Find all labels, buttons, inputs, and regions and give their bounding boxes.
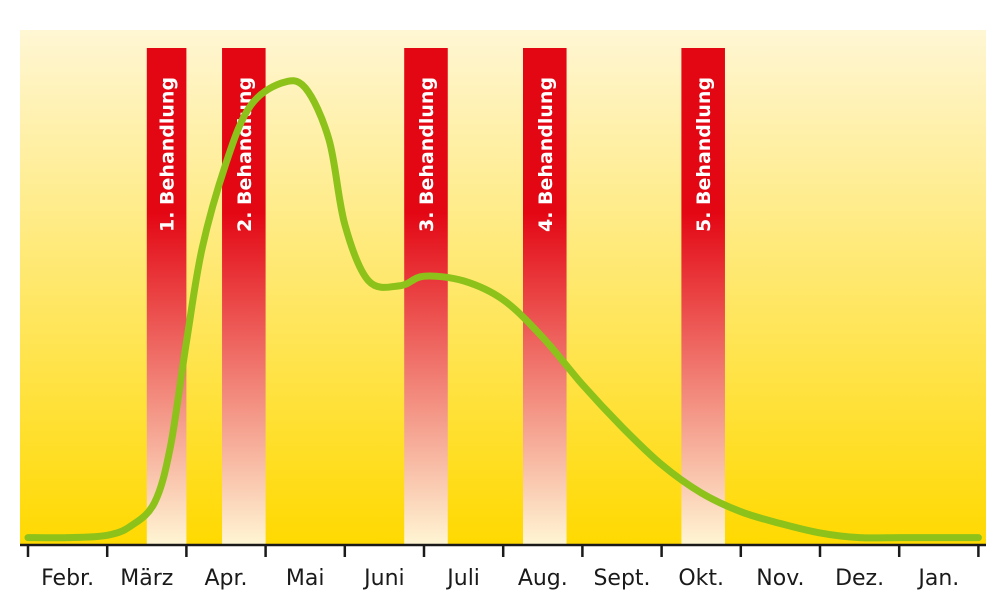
treatment-label: 5. Behandlung	[693, 77, 715, 232]
treatment-bar	[681, 48, 725, 545]
treatment-label: 2. Behandlung	[234, 77, 256, 232]
x-tick-label: Nov.	[756, 566, 804, 591]
activity-curve	[24, 77, 982, 542]
x-tick-label: Apr.	[204, 566, 247, 591]
x-tick-label: Juli	[445, 566, 480, 591]
treatment-label: 4. Behandlung	[535, 77, 557, 232]
x-tick-label: März	[120, 566, 173, 591]
x-tick-label: Dez.	[835, 566, 884, 591]
treatment-bar	[222, 48, 266, 545]
treatment-band-2: 2. Behandlung	[222, 48, 266, 545]
treatment-label: 3. Behandlung	[416, 77, 438, 232]
x-tick-label: Sept.	[593, 566, 650, 591]
x-tick-label: Jan.	[916, 566, 959, 591]
treatment-band-1: 1. Behandlung	[146, 48, 187, 545]
treatment-bar	[404, 48, 448, 545]
x-tick-label: Juni	[362, 566, 405, 591]
x-tick-label: Mai	[286, 566, 325, 591]
x-tick-label: Febr.	[41, 566, 94, 591]
treatment-bands: 1. Behandlung 2. Behandlung 3. Behandlung 4…	[146, 48, 725, 545]
treatment-bar	[523, 48, 567, 545]
treatment-band-4: 4. Behandlung	[523, 48, 567, 545]
x-tick-label: Okt.	[678, 566, 724, 591]
x-tick-label: Aug.	[518, 566, 568, 591]
treatment-label: 1. Behandlung	[157, 77, 179, 232]
treatment-band-5: 5. Behandlung	[681, 48, 725, 545]
treatment-band-3: 3. Behandlung	[404, 48, 448, 545]
x-axis-labels: Febr. März Apr. Mai Juni Juli Aug. Sept. Okt. Nov…	[41, 566, 959, 591]
x-axis-ticks	[26, 545, 980, 557]
